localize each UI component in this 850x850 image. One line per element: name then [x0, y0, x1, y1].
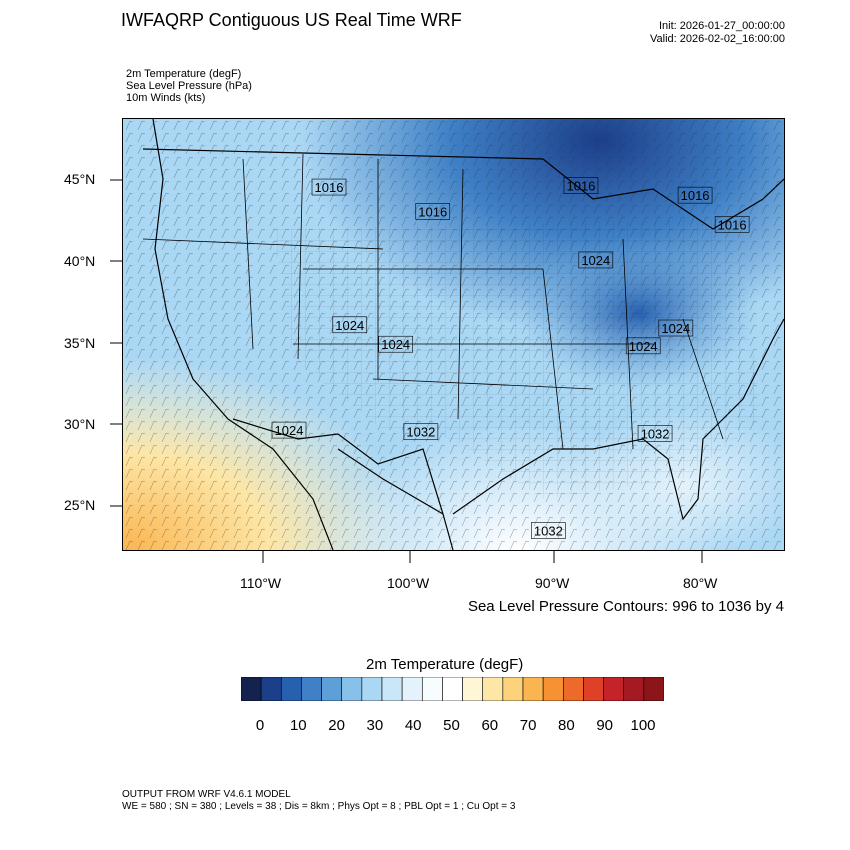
init-time: Init: 2026-01-27_00:00:00: [659, 20, 785, 32]
lat-label-40n: 40°N: [64, 253, 96, 269]
footer-config: WE = 580 ; SN = 380 ; Levels = 38 ; Dis …: [122, 801, 516, 812]
lat-label-30n: 30°N: [64, 416, 96, 432]
isobar-label-text: 1016: [718, 217, 747, 232]
isobar-label: 1016: [677, 186, 713, 204]
lat-label-35n: 35°N: [64, 335, 96, 351]
colorbar-swatch: [442, 677, 463, 701]
colorbar-swatch: [623, 677, 645, 701]
colorbar-swatch: [301, 677, 322, 701]
isobar-label-text: 1024: [661, 321, 690, 336]
isobar-label-text: 1016: [315, 180, 344, 195]
footer-model: OUTPUT FROM WRF V4.6.1 MODEL: [122, 789, 291, 800]
colorbar-swatch: [341, 677, 363, 701]
isobar-label: 1016: [415, 203, 451, 220]
wind-barbs: [123, 119, 784, 550]
isobar-label-text: 1016: [418, 204, 447, 219]
variable-label-temperature: 2m Temperature (degF): [126, 68, 242, 80]
variable-label-pressure: Sea Level Pressure (hPa): [126, 80, 252, 92]
colorbar-tick-label: 90: [596, 717, 614, 734]
colorbar-title: 2m Temperature (degF): [366, 656, 524, 673]
colorbar-swatch: [583, 677, 604, 701]
colorbar-swatch: [502, 677, 524, 701]
colorbar-swatch: [643, 677, 664, 701]
colorbar-swatch: [603, 677, 625, 701]
lon-label-100w: 100°W: [387, 575, 430, 591]
isobar-label-text: 1024: [275, 423, 304, 438]
isobar-label-text: 1016: [681, 188, 710, 203]
isobar-label-text: 1032: [641, 426, 670, 441]
isobar-label: 1024: [658, 319, 694, 337]
colorbar-swatch: [260, 677, 282, 701]
isobar-label: 1024: [332, 316, 368, 334]
colorbar-swatch: [381, 677, 403, 701]
colorbar-swatch: [280, 677, 302, 701]
colorbar: [241, 677, 664, 701]
colorbar-swatch: [361, 677, 383, 701]
weather-map: 1016 1016 1016 1016 1016 1024 1024 1024 1024 1024…: [122, 118, 785, 551]
colorbar-swatch: [241, 677, 262, 701]
colorbar-tick-label: 30: [366, 717, 384, 734]
lon-label-90w: 90°W: [535, 575, 570, 591]
colorbar-tick-label: 10: [289, 717, 307, 734]
colorbar-tick-label: 0: [255, 717, 265, 734]
isobar-label: 1032: [637, 425, 673, 442]
isobar-label: 1024: [271, 421, 307, 439]
isobar-label: 1024: [578, 251, 614, 269]
isobar-label-text: 1024: [381, 337, 410, 352]
lat-label-45n: 45°N: [64, 171, 96, 187]
isobar-label: 1016: [311, 178, 347, 196]
isobar-label-text: 1032: [406, 425, 435, 440]
lat-label-25n: 25°N: [64, 497, 96, 513]
colorbar-tick-label: 70: [519, 717, 537, 734]
lon-label-80w: 80°W: [683, 575, 718, 591]
isobar-label-text: 1024: [581, 253, 610, 268]
variable-label-winds: 10m Winds (kts): [126, 92, 206, 104]
isobar-label: 1016: [563, 177, 599, 194]
plot-title: IWFAQRP Contiguous US Real Time WRF: [121, 10, 462, 30]
contour-note: Sea Level Pressure Contours: 996 to 1036…: [467, 598, 784, 615]
colorbar-swatch: [522, 677, 544, 701]
colorbar-tick-label: 20: [328, 717, 345, 734]
colorbar-tick-label: 100: [630, 717, 656, 734]
isobar-label: 1024: [378, 335, 413, 353]
colorbar-tick-label: 40: [404, 717, 422, 734]
colorbar-swatch: [542, 677, 564, 701]
isobar-label: 1024: [625, 337, 661, 355]
isobar-label-text: 1024: [335, 318, 364, 333]
valid-time: Valid: 2026-02-02_16:00:00: [650, 33, 785, 45]
axis-ticks: [110, 179, 703, 563]
isobar-label: 1016: [714, 216, 750, 233]
colorbar-tick-label: 80: [558, 717, 575, 734]
lon-label-110w: 110°W: [240, 575, 282, 591]
colorbar-swatch: [482, 677, 504, 701]
colorbar-swatch: [401, 677, 423, 701]
isobar-label: 1032: [531, 522, 566, 539]
colorbar-swatch: [462, 677, 484, 701]
colorbar-tick-label: 50: [443, 717, 460, 734]
isobar-label-text: 1024: [629, 339, 658, 354]
colorbar-swatch: [562, 677, 584, 701]
colorbar-swatch: [321, 677, 343, 701]
colorbar-tick-label: 60: [481, 717, 499, 734]
isobar-label: 1032: [403, 423, 439, 441]
colorbar-swatch: [421, 677, 443, 701]
isobar-labels: 1016101610161016101610241024102410241024…: [271, 177, 750, 539]
isobar-label-text: 1016: [566, 178, 595, 193]
isobar-label-text: 1032: [534, 524, 563, 539]
